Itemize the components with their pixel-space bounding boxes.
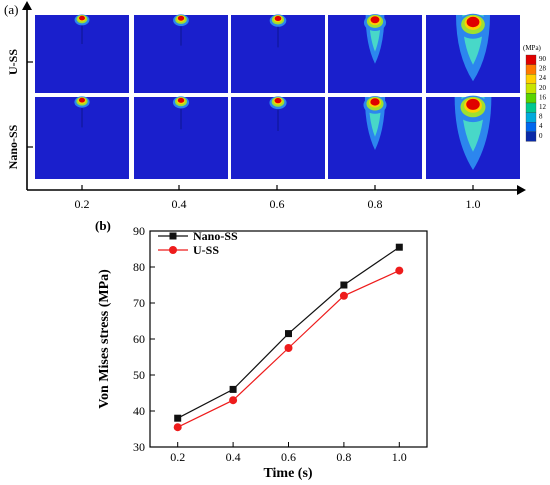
colorbar-swatch [525, 74, 537, 84]
panel-a-x-arrow [517, 185, 526, 195]
data-point-nano-ss [395, 243, 403, 251]
stress-zone-peak [79, 15, 85, 21]
stress-zone-peak [370, 98, 380, 106]
colorbar-swatch [525, 83, 537, 94]
x-tick-label: 0.4 [226, 450, 241, 464]
legend-marker-nano-ss [169, 232, 177, 240]
y-tick-label: 50 [133, 368, 145, 382]
colorbar-swatch [525, 93, 537, 104]
y-ticks: 30 40 50 60 70 80 90 [133, 224, 155, 454]
x-tick-label: 1.0 [392, 450, 407, 464]
row-label-u-ss: U-SS [6, 49, 20, 75]
contour-tile [35, 14, 129, 93]
colorbar-tick-label: 0 [539, 132, 543, 140]
y-tick-label: 70 [133, 296, 145, 310]
stress-zone-peak [78, 97, 86, 103]
contour-tile [328, 14, 422, 93]
colorbar-swatch [525, 54, 537, 65]
data-point-nano-ss [285, 330, 292, 338]
column-label-0.2: 0.2 [75, 197, 90, 211]
column-label-0.6: 0.6 [270, 197, 285, 211]
contour-tile [426, 13, 520, 93]
contour-tile [35, 96, 129, 179]
stress-zone-peak [466, 98, 480, 110]
y-tick-label: 60 [133, 332, 145, 346]
stress-zone-peak [370, 16, 380, 24]
data-point-u-ss [284, 344, 293, 352]
contour-tile [426, 95, 520, 179]
panel-a-y-arrow [22, 1, 32, 10]
contour-grid [35, 13, 520, 179]
contour-tile [134, 96, 228, 179]
stress-zone-peak [466, 16, 480, 28]
x-tick-label: 0.2 [170, 450, 185, 464]
data-point-nano-ss [174, 414, 182, 422]
column-label-0.4: 0.4 [172, 197, 187, 211]
colorbar-tick-label: 12 [539, 103, 547, 111]
column-label-0.8: 0.8 [368, 197, 383, 211]
colorbar-tick-label: 4 [539, 122, 543, 130]
legend: Nano-SS U-SS [158, 229, 238, 257]
column-label-1.0: 1.0 [466, 197, 481, 211]
colorbar-swatch [525, 122, 537, 132]
x-ticks: 0.2 0.4 0.6 0.8 1.0 [170, 442, 407, 464]
data-point-nano-ss [340, 281, 348, 289]
plot-frame [149, 230, 428, 448]
stress-zone-peak [177, 97, 185, 103]
contour-tile [328, 96, 422, 179]
x-tick-label: 0.6 [281, 450, 296, 464]
panel-b-label: (b) [95, 218, 111, 233]
data-point-u-ss [395, 266, 404, 275]
y-tick-label: 80 [133, 260, 145, 274]
stress-zone-peak [274, 97, 282, 104]
y-tick-label: 40 [133, 404, 145, 418]
stress-contour-panel: (a) U-SS Nano-SS 0.2 0.4 0.6 0.8 1.0 (MP… [4, 1, 547, 211]
legend-label-nano-ss: Nano-SS [193, 229, 238, 243]
colorbar-swatch [525, 64, 537, 75]
data-point-u-ss [339, 291, 348, 300]
y-tick-label: 30 [133, 440, 145, 454]
data-point-u-ss [173, 423, 182, 432]
stress-zone-peak [177, 15, 185, 21]
data-point-u-ss [229, 396, 238, 405]
colorbar-swatch [525, 131, 537, 142]
x-tick-label: 0.8 [336, 450, 351, 464]
colorbar-unit: (MPa) [523, 44, 542, 52]
y-axis-label: Von Mises stress (MPa) [97, 269, 112, 409]
colorbar-tick-label: 16 [539, 93, 547, 101]
row-label-nano-ss: Nano-SS [6, 124, 20, 169]
series-layer [173, 243, 404, 432]
colorbar-swatch [525, 112, 537, 123]
contour-tile [134, 14, 228, 93]
colorbar-tick-label: 90 [539, 55, 547, 63]
stress-line-chart: (b) 30 40 50 60 70 80 90 0.2 0.4 0.6 0.8 1.0 Time … [95, 218, 428, 481]
colorbar-tick-label: 28 [539, 65, 547, 73]
legend-label-u-ss: U-SS [193, 243, 219, 257]
stress-zone-peak [274, 15, 282, 22]
colorbar-tick-label: 24 [539, 74, 547, 82]
colorbar-swatch [525, 102, 537, 113]
x-axis-label: Time (s) [263, 466, 312, 481]
data-point-nano-ss [229, 385, 237, 393]
colorbar-tick-label: 20 [539, 84, 547, 92]
contour-tile [231, 96, 325, 179]
colorbar-tick-label: 8 [539, 113, 543, 121]
legend-marker-u-ss [169, 246, 177, 254]
contour-tile [231, 14, 325, 93]
column-ticks [81, 185, 474, 190]
y-tick-label: 90 [133, 224, 145, 238]
panel-a-label: (a) [4, 2, 18, 17]
